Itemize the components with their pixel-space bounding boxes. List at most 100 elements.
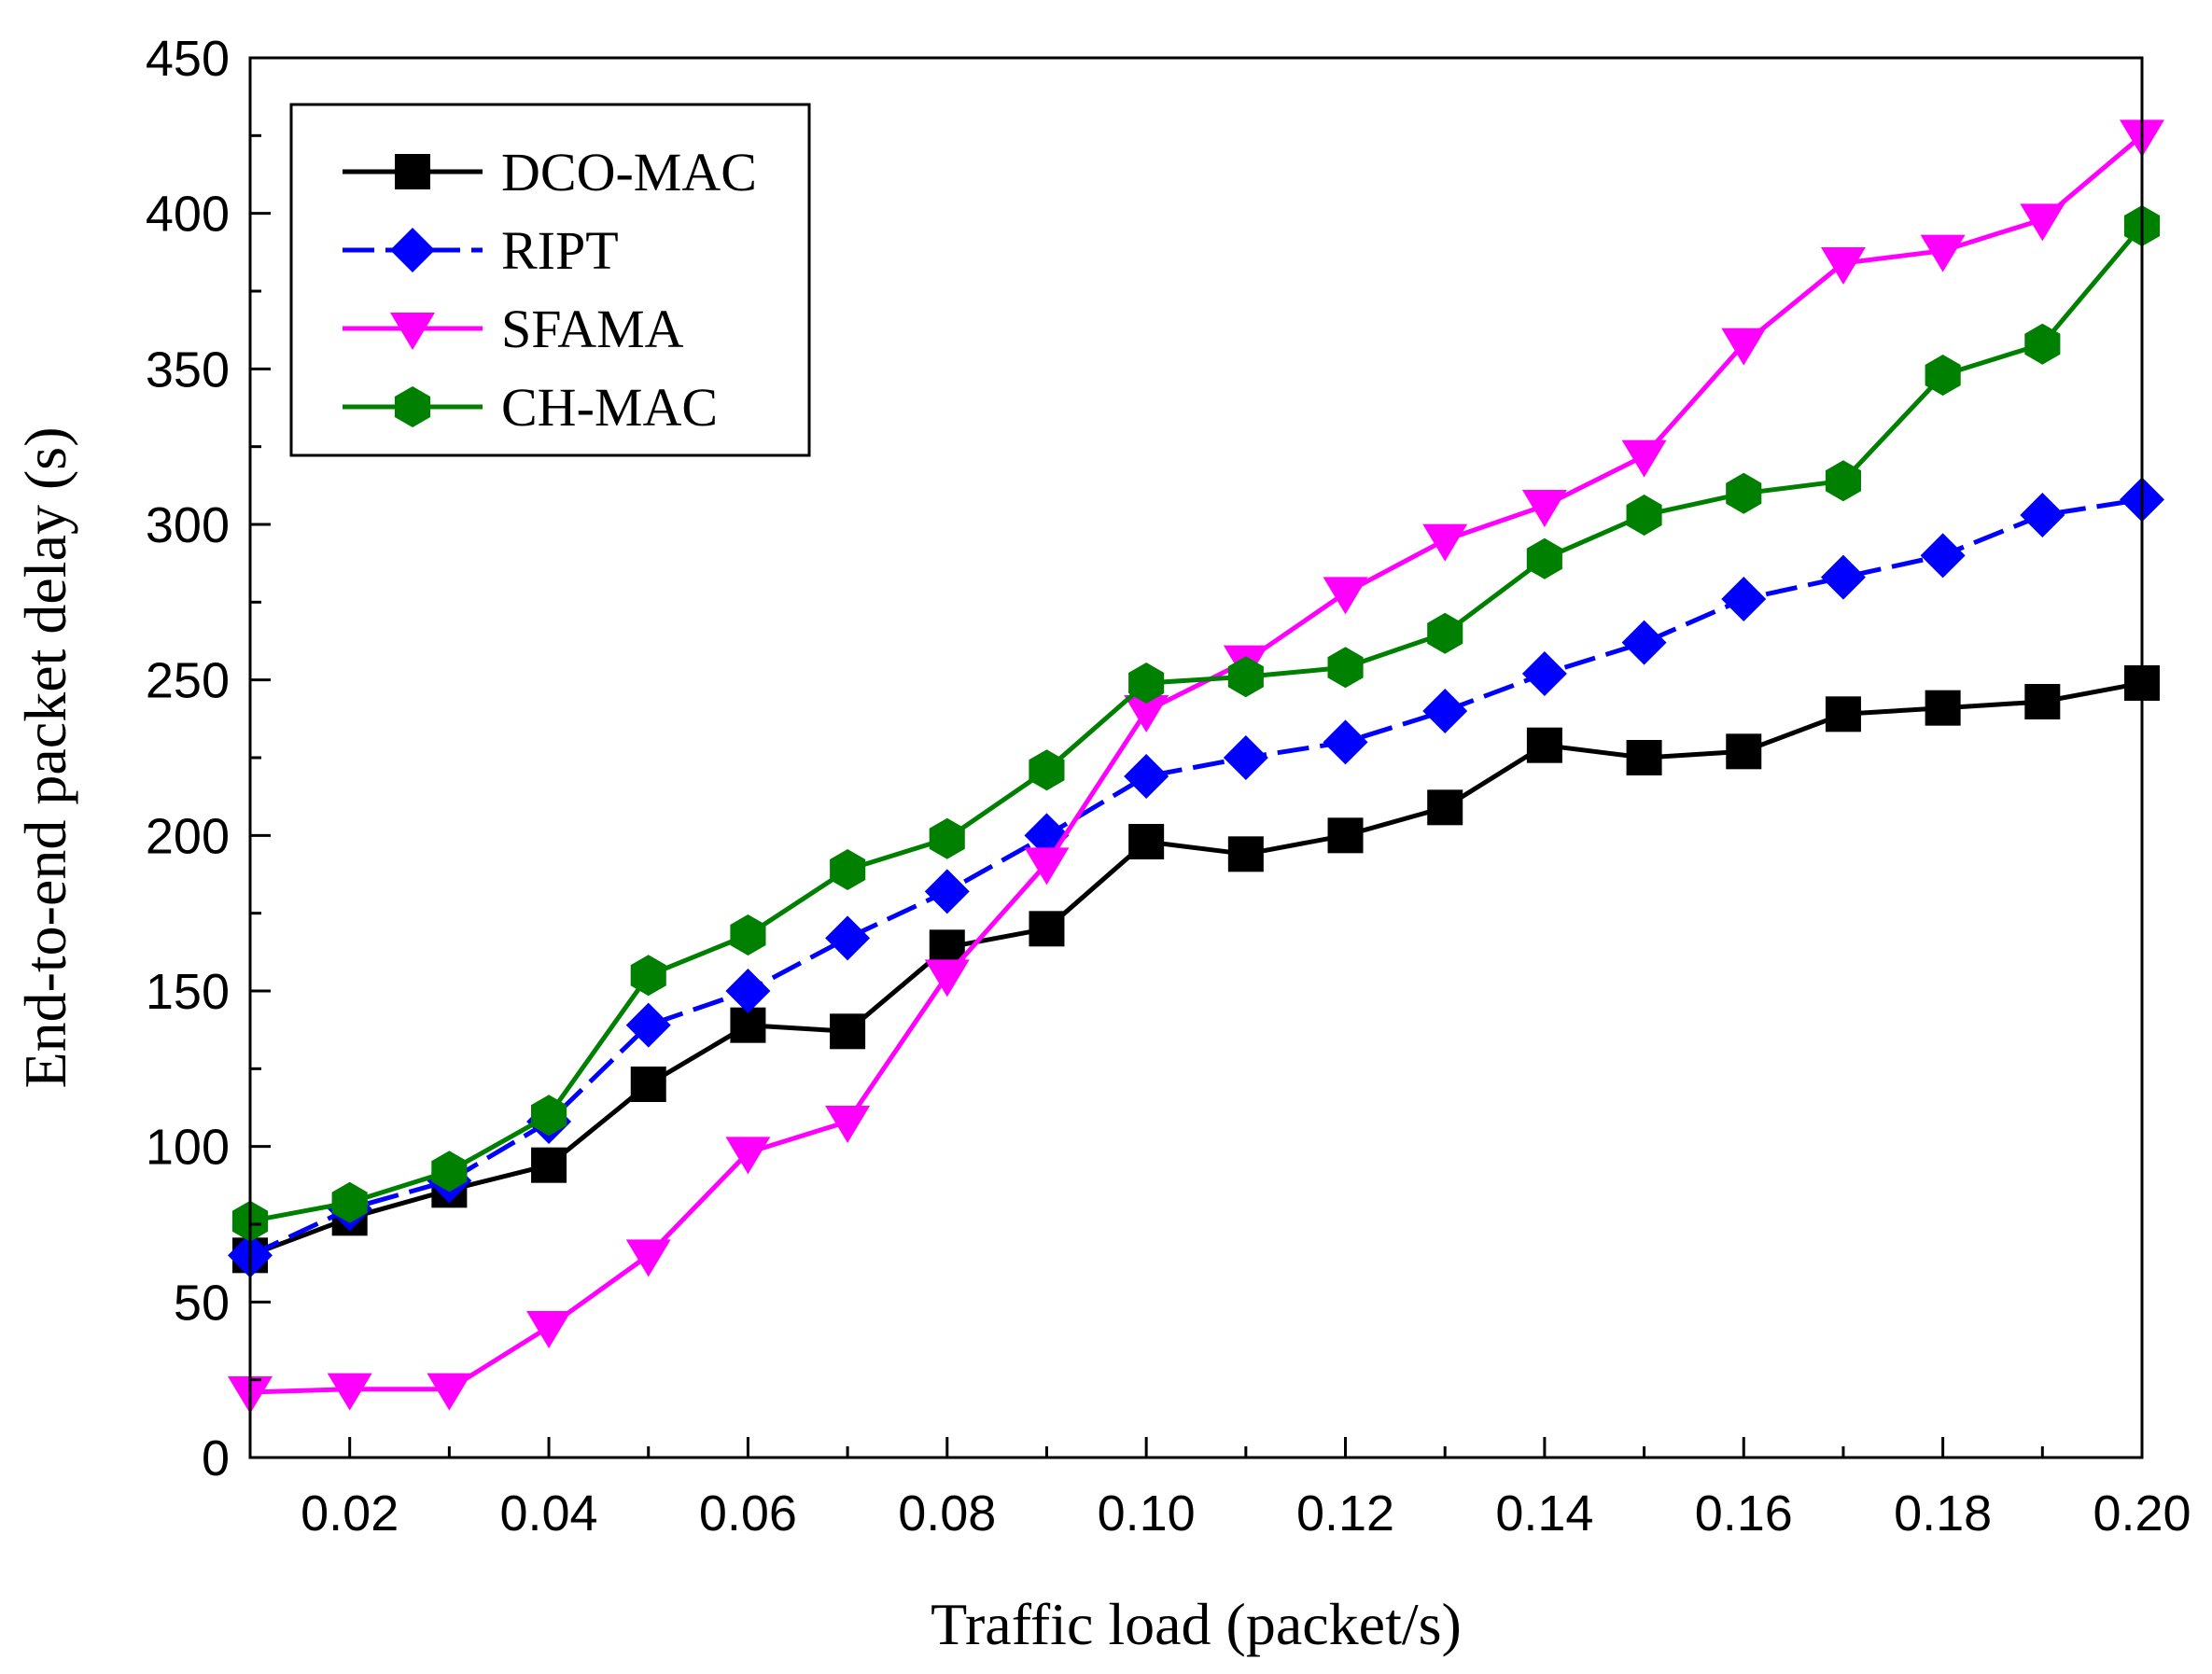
- y-tick-label: 350: [146, 342, 230, 398]
- data-point-ch-mac: [1227, 656, 1264, 698]
- data-point-ript: [1422, 689, 1468, 733]
- data-point-ript: [1920, 533, 1966, 579]
- data-point-sfama: [327, 1373, 372, 1411]
- data-point-ch-mac: [630, 955, 666, 997]
- data-point-ch-mac: [1029, 749, 1065, 791]
- legend-label: SFAMA: [501, 299, 684, 359]
- y-tick-label: 300: [146, 497, 230, 553]
- data-point-dco-mac: [1925, 690, 1961, 726]
- data-point-ript: [1323, 719, 1368, 765]
- data-point-sfama: [526, 1311, 572, 1348]
- data-point-dco-mac: [1526, 727, 1562, 763]
- legend-item-ript: RIPT: [343, 220, 619, 281]
- data-point-sfama: [725, 1137, 771, 1175]
- data-point-dco-mac: [1327, 817, 1364, 854]
- data-point-ript: [1124, 754, 1169, 799]
- data-point-ch-mac: [1327, 647, 1364, 689]
- y-tick-label: 450: [146, 31, 230, 87]
- x-tick-label: 0.04: [499, 1486, 597, 1541]
- data-point-ript: [1521, 651, 1567, 696]
- data-point-ch-mac: [730, 914, 766, 956]
- data-point-dco-mac: [1427, 789, 1463, 826]
- data-point-sfama: [2020, 203, 2065, 242]
- data-point-dco-mac: [1128, 824, 1165, 859]
- x-tick-label: 0.10: [1098, 1486, 1196, 1541]
- data-point-ript: [1621, 620, 1667, 665]
- series-ript: [228, 477, 2164, 1278]
- data-point-dco-mac: [1227, 836, 1264, 872]
- data-point-ch-mac: [2024, 323, 2061, 365]
- data-point-ch-mac: [1925, 355, 1961, 396]
- data-point-dco-mac: [1029, 911, 1065, 947]
- data-point-ch-mac: [1128, 663, 1165, 704]
- series-ch-mac: [231, 205, 2161, 1242]
- legend-label: CH-MAC: [501, 377, 718, 438]
- data-point-ript: [1721, 577, 1767, 621]
- data-point-dco-mac: [1626, 740, 1662, 775]
- plot-area: [228, 119, 2164, 1414]
- data-point-ch-mac: [830, 849, 866, 890]
- data-point-ch-mac: [1526, 537, 1562, 579]
- legend-marker-ch-mac: [394, 386, 431, 427]
- legend: DCO-MAC RIPT SFAMA CH-MAC: [289, 103, 811, 457]
- y-tick-label: 50: [174, 1275, 230, 1331]
- data-point-dco-mac: [630, 1067, 666, 1102]
- data-point-ript: [2020, 493, 2065, 537]
- axes: 0 50 100 150 200 250 300 350 400 450 0.02 0.04 0.06 0…: [146, 31, 2191, 1541]
- data-point-dco-mac: [2024, 684, 2061, 719]
- series-sfama: [228, 119, 2164, 1414]
- data-point-sfama: [1124, 695, 1169, 732]
- x-tick-label: 0.06: [699, 1486, 797, 1541]
- legend-marker-ript: [390, 228, 435, 272]
- series-line-ript: [248, 496, 2143, 1258]
- data-point-ch-mac: [1626, 495, 1662, 536]
- y-tick-label: 200: [146, 808, 230, 864]
- data-point-ch-mac: [1427, 612, 1463, 654]
- series-dco-mac: [232, 665, 2160, 1274]
- data-point-ch-mac: [929, 817, 965, 859]
- legend-item-dco-mac: DCO-MAC: [343, 142, 757, 202]
- data-point-ch-mac: [1825, 460, 1861, 502]
- y-tick-label: 250: [146, 653, 230, 709]
- data-point-ript: [625, 1002, 671, 1048]
- data-point-sfama: [825, 1106, 871, 1143]
- x-tick-label: 0.16: [1695, 1486, 1793, 1541]
- data-point-dco-mac: [1825, 696, 1861, 732]
- data-point-sfama: [1024, 847, 1070, 886]
- data-point-sfama: [427, 1373, 472, 1411]
- y-tick-label: 400: [146, 187, 230, 243]
- data-point-ch-mac: [331, 1181, 368, 1223]
- y-tick-label: 100: [146, 1120, 230, 1176]
- data-point-sfama: [1422, 523, 1468, 562]
- data-point-ch-mac: [531, 1095, 567, 1137]
- x-tick-label: 0.18: [1894, 1486, 1992, 1541]
- data-point-sfama: [924, 959, 970, 997]
- data-point-dco-mac: [531, 1147, 567, 1183]
- data-point-sfama: [1621, 439, 1667, 478]
- y-axis-title: End-to-end packet delay (s): [12, 426, 78, 1088]
- data-point-sfama: [1721, 328, 1767, 366]
- y-tick-label: 150: [146, 964, 230, 1020]
- data-point-sfama: [1521, 490, 1567, 527]
- data-point-sfama: [625, 1239, 671, 1277]
- x-tick-label: 0.20: [2093, 1486, 2191, 1541]
- legend-marker-sfama: [390, 313, 435, 350]
- data-point-ript: [924, 869, 970, 914]
- data-point-ript: [1820, 554, 1866, 600]
- data-point-dco-mac: [830, 1013, 866, 1050]
- data-point-ch-mac: [431, 1151, 468, 1193]
- legend-label: RIPT: [501, 220, 619, 281]
- x-tick-label: 0.12: [1296, 1486, 1394, 1541]
- x-tick-label: 0.14: [1495, 1486, 1593, 1541]
- legend-item-sfama: SFAMA: [343, 299, 684, 359]
- x-tick-label: 0.02: [301, 1486, 399, 1541]
- x-tick-label: 0.08: [898, 1486, 996, 1541]
- data-point-ript: [1223, 735, 1268, 780]
- legend-box: [289, 103, 811, 457]
- data-point-sfama: [1323, 577, 1368, 615]
- legend-marker-dco-mac: [395, 154, 430, 189]
- data-point-sfama: [1920, 234, 1966, 272]
- data-point-ch-mac: [1726, 472, 1762, 514]
- y-tick-label: 0: [202, 1430, 230, 1486]
